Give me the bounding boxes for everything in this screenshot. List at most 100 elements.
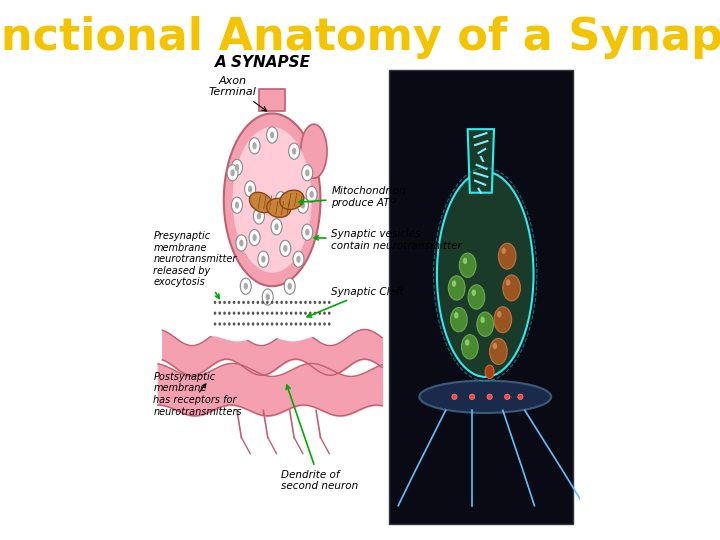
- Text: Dendrite of
second neuron: Dendrite of second neuron: [281, 385, 358, 491]
- Ellipse shape: [452, 280, 456, 287]
- Ellipse shape: [285, 301, 288, 304]
- Ellipse shape: [250, 192, 273, 213]
- Ellipse shape: [266, 294, 270, 300]
- Bar: [149, 81, 382, 529]
- Ellipse shape: [304, 301, 307, 304]
- Ellipse shape: [310, 191, 314, 198]
- Ellipse shape: [485, 365, 494, 379]
- Ellipse shape: [492, 343, 497, 349]
- Ellipse shape: [256, 322, 259, 326]
- Ellipse shape: [494, 307, 512, 333]
- Ellipse shape: [249, 138, 260, 154]
- Ellipse shape: [505, 394, 510, 400]
- Ellipse shape: [233, 127, 312, 273]
- Ellipse shape: [518, 394, 523, 400]
- Ellipse shape: [245, 181, 256, 197]
- Ellipse shape: [214, 322, 216, 326]
- Ellipse shape: [228, 322, 230, 326]
- Ellipse shape: [233, 312, 235, 315]
- Ellipse shape: [276, 312, 278, 315]
- Ellipse shape: [323, 322, 326, 326]
- Ellipse shape: [261, 301, 264, 304]
- Ellipse shape: [328, 301, 330, 304]
- Ellipse shape: [289, 143, 300, 159]
- Ellipse shape: [292, 147, 297, 154]
- Text: Postsynaptic
membrane
has receptors for
neurotransmitters: Postsynaptic membrane has receptors for …: [153, 372, 242, 416]
- Ellipse shape: [284, 278, 295, 294]
- Ellipse shape: [262, 289, 273, 305]
- Ellipse shape: [271, 322, 274, 326]
- Ellipse shape: [247, 322, 250, 326]
- Polygon shape: [259, 89, 285, 111]
- Ellipse shape: [305, 169, 310, 176]
- Ellipse shape: [477, 312, 494, 336]
- Ellipse shape: [271, 301, 274, 304]
- Ellipse shape: [497, 311, 501, 318]
- Ellipse shape: [214, 301, 216, 304]
- Ellipse shape: [271, 219, 282, 235]
- Ellipse shape: [233, 301, 235, 304]
- Ellipse shape: [290, 312, 292, 315]
- Ellipse shape: [276, 322, 278, 326]
- Ellipse shape: [223, 312, 226, 315]
- Ellipse shape: [224, 113, 320, 286]
- Ellipse shape: [480, 316, 485, 323]
- Text: Functional Anatomy of a Synapse: Functional Anatomy of a Synapse: [0, 16, 720, 59]
- Ellipse shape: [238, 301, 240, 304]
- Ellipse shape: [487, 394, 492, 400]
- Ellipse shape: [294, 301, 297, 304]
- Ellipse shape: [452, 394, 457, 400]
- Ellipse shape: [306, 186, 318, 202]
- Ellipse shape: [318, 312, 321, 315]
- Ellipse shape: [309, 301, 312, 304]
- Ellipse shape: [228, 312, 230, 315]
- Ellipse shape: [294, 312, 297, 315]
- Ellipse shape: [280, 301, 283, 304]
- Ellipse shape: [280, 240, 291, 256]
- Text: Mitochondrion
produce ATP: Mitochondrion produce ATP: [299, 186, 406, 208]
- Ellipse shape: [232, 159, 243, 176]
- Ellipse shape: [323, 301, 326, 304]
- Ellipse shape: [285, 312, 288, 315]
- Ellipse shape: [419, 381, 551, 413]
- Ellipse shape: [223, 322, 226, 326]
- Ellipse shape: [230, 169, 235, 176]
- Ellipse shape: [287, 283, 292, 289]
- Ellipse shape: [235, 164, 239, 171]
- Ellipse shape: [454, 312, 459, 319]
- Ellipse shape: [261, 312, 264, 315]
- Ellipse shape: [459, 253, 476, 278]
- Ellipse shape: [283, 245, 287, 252]
- Ellipse shape: [290, 322, 292, 326]
- Ellipse shape: [240, 278, 251, 294]
- Ellipse shape: [294, 322, 297, 326]
- Ellipse shape: [271, 312, 274, 315]
- Ellipse shape: [242, 301, 245, 304]
- Ellipse shape: [437, 172, 534, 377]
- Ellipse shape: [301, 124, 327, 178]
- Ellipse shape: [266, 312, 269, 315]
- Ellipse shape: [297, 255, 301, 262]
- Ellipse shape: [279, 197, 283, 203]
- Ellipse shape: [274, 224, 279, 230]
- Ellipse shape: [256, 301, 259, 304]
- Ellipse shape: [300, 312, 302, 315]
- Ellipse shape: [328, 312, 330, 315]
- Ellipse shape: [280, 322, 283, 326]
- Ellipse shape: [270, 131, 274, 138]
- Ellipse shape: [252, 322, 254, 326]
- Ellipse shape: [276, 301, 278, 304]
- Ellipse shape: [266, 127, 278, 143]
- Ellipse shape: [302, 165, 312, 181]
- Ellipse shape: [218, 322, 221, 326]
- Ellipse shape: [290, 301, 292, 304]
- Ellipse shape: [266, 301, 269, 304]
- Ellipse shape: [235, 201, 239, 208]
- Ellipse shape: [503, 275, 521, 301]
- Ellipse shape: [506, 279, 510, 286]
- Ellipse shape: [472, 289, 476, 296]
- Ellipse shape: [465, 339, 469, 346]
- Ellipse shape: [318, 322, 321, 326]
- Text: Axon
Terminal: Axon Terminal: [209, 76, 266, 111]
- Ellipse shape: [249, 230, 260, 246]
